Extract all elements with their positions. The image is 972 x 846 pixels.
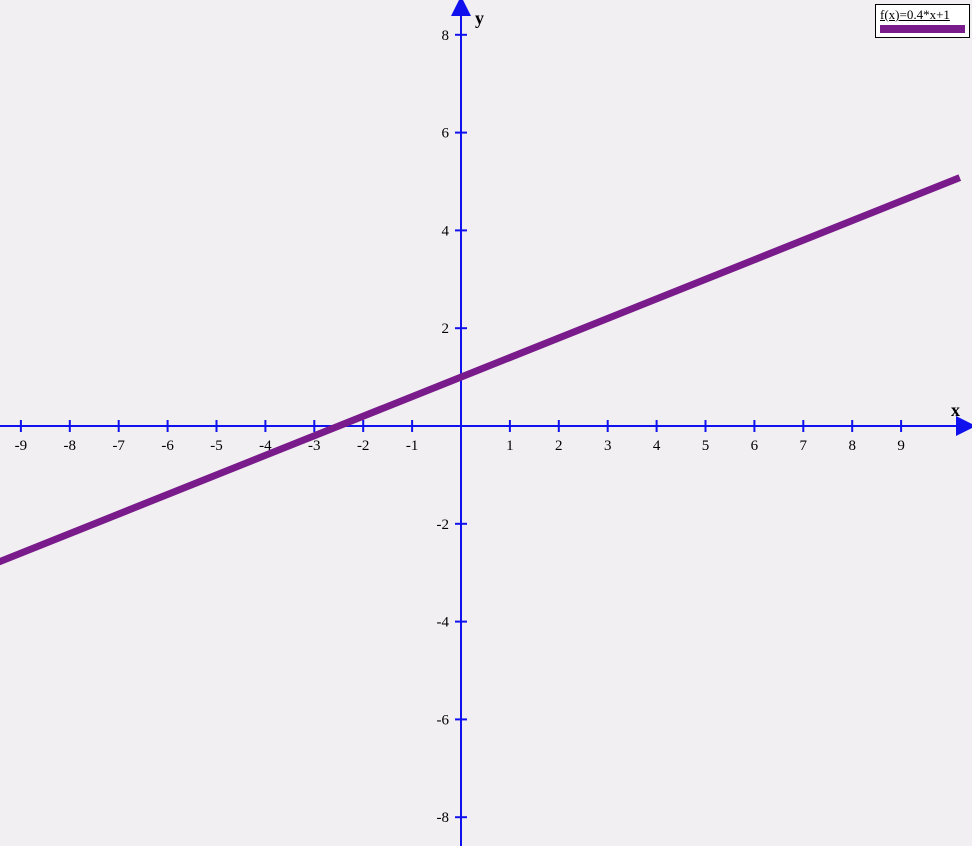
line-chart: -9-8-7-6-5-4-3-2-1123456789-8-6-4-22468y… bbox=[0, 0, 972, 846]
x-tick-label: -6 bbox=[161, 438, 174, 454]
y-tick-label: 2 bbox=[442, 321, 450, 337]
x-tick-label: 4 bbox=[653, 438, 661, 454]
y-tick-label: -2 bbox=[437, 517, 450, 533]
x-tick-label: 2 bbox=[555, 438, 563, 454]
x-tick-label: 1 bbox=[506, 438, 514, 454]
chart-background bbox=[0, 0, 972, 846]
y-tick-label: -8 bbox=[437, 810, 450, 826]
y-tick-label: 8 bbox=[442, 28, 450, 44]
x-tick-label: -1 bbox=[406, 438, 419, 454]
x-axis-label: x bbox=[951, 400, 960, 420]
x-tick-label: -5 bbox=[210, 438, 223, 454]
x-tick-label: -8 bbox=[64, 438, 77, 454]
y-axis-label: y bbox=[475, 8, 484, 28]
x-tick-label: 6 bbox=[751, 438, 759, 454]
y-tick-label: 4 bbox=[442, 223, 450, 239]
x-tick-label: 7 bbox=[800, 438, 808, 454]
y-tick-label: -6 bbox=[437, 712, 450, 728]
x-tick-label: -7 bbox=[112, 438, 125, 454]
y-tick-label: -4 bbox=[437, 615, 450, 631]
x-tick-label: 9 bbox=[897, 438, 905, 454]
x-tick-label: 8 bbox=[848, 438, 856, 454]
x-tick-label: 5 bbox=[702, 438, 710, 454]
x-tick-label: -9 bbox=[15, 438, 28, 454]
legend-item-label: f(x)=0.4*x+1 bbox=[880, 7, 965, 23]
x-tick-label: 3 bbox=[604, 438, 612, 454]
y-tick-label: 6 bbox=[442, 126, 450, 142]
x-tick-label: -2 bbox=[357, 438, 370, 454]
chart-legend: f(x)=0.4*x+1 bbox=[875, 4, 970, 38]
legend-item-swatch bbox=[880, 25, 965, 33]
